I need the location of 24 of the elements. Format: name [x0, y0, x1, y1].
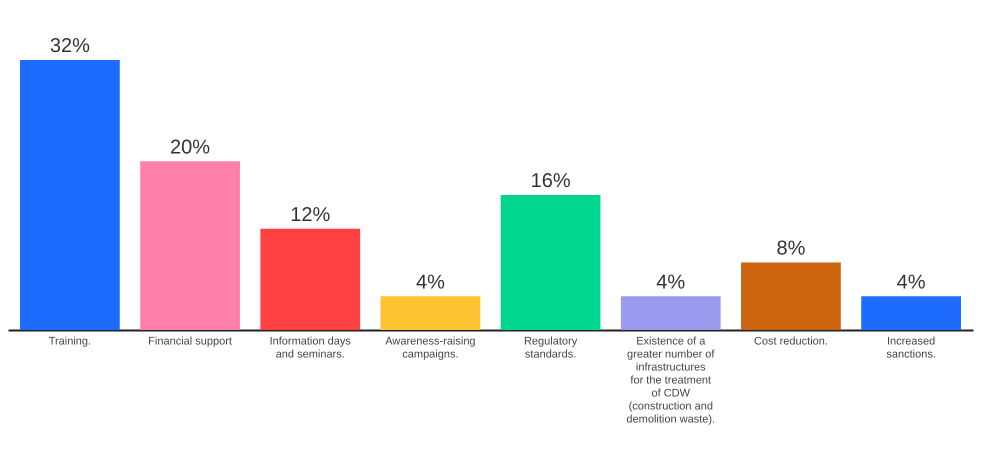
bar: [20, 60, 120, 330]
x-tick-label: Cost reduction.: [754, 336, 828, 348]
data-label: 20%: [170, 136, 210, 158]
x-tick-label: Financial support: [148, 336, 232, 348]
bar: [861, 296, 961, 330]
x-tick-label: Training.: [48, 336, 92, 348]
data-label: 4%: [896, 271, 926, 294]
x-tick-label: Existence of a greater number of infrastructures for the treatment of CDW (construction and demolition waste).: [626, 336, 716, 426]
bar: [741, 262, 841, 330]
bar: [380, 296, 480, 330]
bar: [140, 161, 240, 330]
x-tick-label: Information days and seminars.: [270, 336, 352, 360]
bar: [260, 228, 360, 330]
data-label: 32%: [50, 35, 90, 57]
x-tick-label: Regulatory standards.: [524, 336, 578, 360]
data-label: 4%: [656, 271, 686, 294]
data-label: 12%: [290, 204, 330, 226]
bar: [500, 195, 600, 330]
data-label: 8%: [776, 238, 806, 260]
x-tick-label: Awareness-raising campaigns.: [385, 336, 476, 360]
x-tick-label: Increased sanctions.: [886, 336, 936, 360]
bar: [620, 296, 721, 330]
data-label: 16%: [530, 170, 571, 192]
data-label: 4%: [416, 271, 446, 294]
